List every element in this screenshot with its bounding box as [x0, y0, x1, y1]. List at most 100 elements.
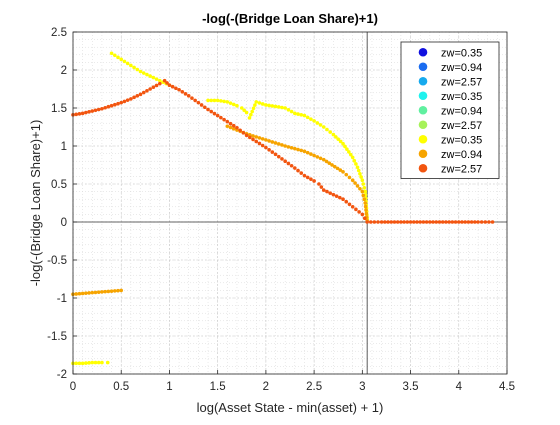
- data-point: [203, 105, 207, 110]
- data-point: [112, 289, 117, 293]
- data-point: [267, 148, 271, 152]
- data-point: [434, 220, 439, 224]
- data-point: [103, 289, 107, 294]
- data-point: [358, 171, 362, 176]
- data-point: [361, 193, 366, 198]
- y-tick-label: 1: [61, 141, 67, 153]
- data-point: [228, 125, 233, 130]
- data-point: [473, 220, 477, 224]
- data-point: [286, 161, 291, 166]
- data-point: [122, 99, 127, 104]
- data-point: [362, 186, 367, 190]
- data-point: [273, 141, 278, 145]
- data-point: [112, 53, 117, 58]
- data-point: [402, 220, 406, 224]
- data-point: [186, 94, 191, 98]
- legend-label: zw=2.57: [441, 76, 482, 88]
- data-point: [257, 101, 262, 105]
- data-point: [293, 166, 297, 170]
- x-tick-label: 2.5: [306, 381, 322, 393]
- data-point: [355, 184, 360, 188]
- data-point: [280, 143, 284, 147]
- data-point: [405, 220, 410, 224]
- data-point: [138, 92, 143, 97]
- data-point: [260, 143, 265, 148]
- data-point: [431, 220, 435, 224]
- y-tick-label: 2: [61, 65, 67, 77]
- legend-marker: [418, 163, 428, 173]
- data-point: [421, 220, 426, 224]
- data-point: [193, 98, 197, 103]
- data-point: [84, 110, 88, 115]
- data-point: [460, 220, 464, 224]
- data-point: [116, 101, 120, 106]
- data-point: [331, 192, 336, 197]
- data-point: [244, 133, 249, 138]
- data-point: [254, 100, 259, 104]
- plot-frame: [72, 31, 508, 375]
- data-point: [74, 292, 79, 296]
- data-point: [343, 144, 347, 149]
- data-point: [415, 220, 419, 224]
- legend-box: [400, 41, 500, 179]
- data-point: [222, 117, 226, 122]
- data-point: [84, 291, 88, 295]
- data-point: [248, 133, 252, 137]
- data-point: [212, 111, 217, 116]
- data-point: [315, 121, 320, 125]
- x-tick-label: 3: [359, 381, 365, 393]
- legend-label: zw=0.94: [441, 105, 482, 117]
- data-point: [296, 147, 300, 152]
- legend-marker: [418, 120, 428, 130]
- data-point: [424, 220, 429, 224]
- legend-label: zw=0.35: [441, 91, 482, 103]
- data-point: [251, 134, 255, 138]
- data-point: [358, 186, 362, 191]
- data-point: [365, 220, 369, 224]
- x-tick-label: 3.5: [403, 381, 419, 393]
- data-point: [228, 101, 233, 105]
- data-point: [302, 173, 307, 178]
- data-point: [177, 87, 181, 92]
- data-point: [350, 155, 355, 160]
- data-point: [109, 51, 114, 56]
- data-point: [321, 157, 326, 162]
- data-point: [109, 289, 114, 293]
- data-point: [312, 179, 316, 183]
- data-point: [225, 100, 230, 104]
- data-point: [96, 107, 101, 112]
- data-point: [376, 220, 380, 224]
- data-point: [359, 175, 363, 179]
- data-point: [212, 98, 217, 103]
- data-point: [353, 181, 357, 185]
- y-tick-label: 0: [61, 217, 67, 229]
- data-point: [80, 361, 85, 366]
- data-point: [354, 207, 358, 212]
- data-point: [151, 75, 156, 80]
- data-point: [125, 61, 130, 66]
- legend-marker: [418, 76, 428, 86]
- data-point: [338, 139, 343, 144]
- legend-label: zw=2.57: [441, 120, 482, 132]
- data-point: [93, 290, 98, 295]
- data-point: [87, 291, 91, 295]
- data-point: [276, 154, 281, 159]
- data-point: [105, 360, 110, 365]
- data-point: [389, 220, 394, 224]
- data-point: [162, 78, 167, 83]
- data-point: [360, 212, 365, 217]
- data-point: [386, 220, 390, 224]
- legend-label: zw=0.94: [441, 62, 482, 74]
- data-point: [183, 92, 188, 96]
- data-point: [231, 126, 236, 131]
- data-point: [447, 220, 451, 224]
- x-tick-label: 1.5: [210, 381, 226, 393]
- x-axis: 0 0.5 1 1.5 2 2.5 3 3.5 4 4.5: [70, 370, 515, 393]
- data-point: [286, 107, 291, 112]
- data-point: [362, 197, 367, 201]
- data-layer: [71, 51, 495, 366]
- data-point: [315, 155, 320, 159]
- y-axis-label: -log(-(Bridge Loan Share)+1): [28, 120, 43, 287]
- data-point: [363, 204, 368, 209]
- data-point: [154, 83, 159, 88]
